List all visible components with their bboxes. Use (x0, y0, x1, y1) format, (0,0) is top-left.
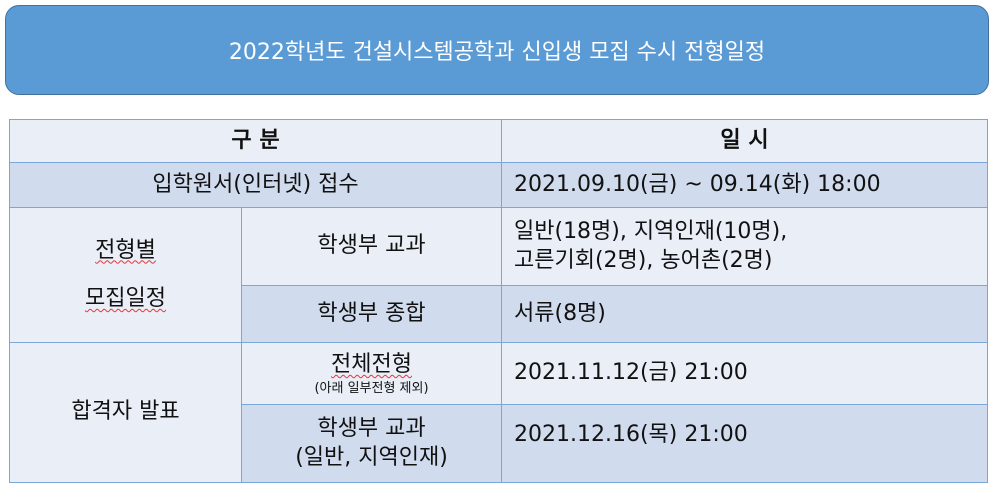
announcement-date-1: 2021.11.12(금) 21:00 (501, 342, 988, 405)
application-date: 2021.09.10(금) ~ 09.14(화) 18:00 (501, 162, 988, 208)
schedule-detail-1: 일반(18명), 지역인재(10명), 고른기회(2명), 농어촌(2명) (501, 207, 988, 286)
schedule-group-label: 전형별 모집일정 (9, 207, 242, 343)
announcement-type-1-note: (아래 일부전형 제외) (314, 380, 429, 396)
schedule-type-2: 학생부 종합 (241, 285, 502, 343)
schedule-label-line1: 전형별 (95, 237, 156, 263)
announcement-type-1-name: 전체전형 (331, 351, 412, 377)
schedule-type-1: 학생부 교과 (241, 207, 502, 286)
page-title: 2022학년도 건설시스템공학과 신입생 모집 수시 전형일정 (228, 40, 766, 65)
schedule-detail-2: 서류(8명) (501, 285, 988, 343)
header-category: 구 분 (9, 119, 502, 163)
title-banner: 2022학년도 건설시스템공학과 신입생 모집 수시 전형일정 (5, 5, 989, 95)
schedule-label-line2: 모집일정 (85, 286, 166, 311)
announcement-type-2-note: (일반, 지역인재) (295, 444, 448, 470)
detail-line1: 일반(18명), 지역인재(10명), (514, 218, 788, 244)
application-label: 입학원서(인터넷) 접수 (9, 162, 502, 208)
announcement-label: 합격자 발표 (9, 342, 242, 483)
detail-line2: 고른기회(2명), 농어촌(2명) (514, 247, 773, 273)
announcement-type-2: 학생부 교과 (일반, 지역인재) (241, 404, 502, 483)
announcement-date-2: 2021.12.16(목) 21:00 (501, 404, 988, 483)
announcement-type-2-name: 학생부 교과 (317, 415, 426, 441)
header-datetime: 일 시 (501, 119, 988, 163)
announcement-type-1: 전체전형 (아래 일부전형 제외) (241, 342, 502, 405)
